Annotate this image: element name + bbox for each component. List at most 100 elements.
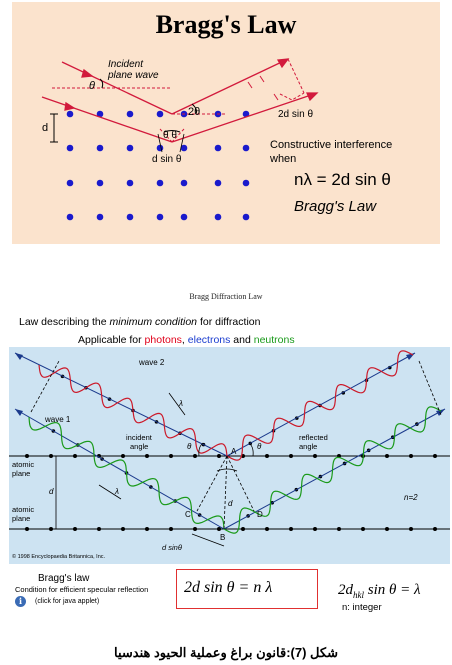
top-diagram-svg [41,58,319,221]
bottom-header: Bragg Diffraction Law [189,292,263,301]
bottom-diagram-svg [9,350,450,547]
lattice-dot [156,110,164,118]
lambda-label-upper: λ [179,399,183,408]
lattice-dot [96,213,104,221]
reflected-arrow-2 [306,92,319,102]
reflected-angle-label-1: reflected [299,433,328,442]
wave2-incoming [38,364,228,457]
dash-A-B [223,455,228,530]
neutrons-label: neutrons [253,334,295,346]
desc-em: minimum condition [109,316,198,328]
d-dimension [52,455,60,530]
incident-label-2: plane wave [108,70,159,81]
n-integer-label: n: integer [342,602,382,613]
formula-box [176,569,318,609]
incident-arrow-1 [81,68,94,78]
d-bracket [50,113,58,143]
java-applet-link[interactable]: (click for java applet) [35,598,100,605]
lattice-dot [214,144,222,152]
d-label-center: d [228,499,233,508]
atom-dot [73,527,77,531]
theta-theta-label: θ θ [163,130,177,141]
atom-dot [217,527,221,531]
atom-dot [145,454,149,458]
arrow-w2-in [15,353,23,360]
atom-dot [73,454,77,458]
theta-right-label: θ [257,442,262,451]
ray-arrows [15,353,445,416]
hkl-sub: hkl [353,590,364,600]
applicable-line: Applicable for photons, electrons and ne… [78,334,295,346]
incident-arrow-2 [64,101,76,111]
arrow-w1-out [436,409,445,416]
lattice-dot [180,179,188,187]
incident-label-1: Incident [108,59,144,70]
dash-A-D [226,455,255,512]
atom-dot [97,527,101,531]
lambda-label-lower: λ [115,487,119,496]
bragg-law-name: Bragg's Law [294,198,377,215]
point-A-label: A [231,447,237,456]
lattice-dot [242,179,250,187]
atomic-plane-2-label-a: atomic [12,505,35,514]
lattice-dot [242,144,250,152]
atom-dot [121,527,125,531]
lattice-dot [156,213,164,221]
atom-dot [49,527,53,531]
atom-dot [217,454,221,458]
theta-label: θ [89,80,95,92]
wave1-label: wave 1 [45,415,71,424]
dsin-pointers [157,133,185,153]
lattice-dot [180,213,188,221]
theta-left-label: θ [187,442,192,451]
ray-wave2-in [14,352,228,457]
theta-theta-arc [163,130,181,133]
n2-label: n=2 [404,493,418,502]
atom-dot [289,454,293,458]
atom-dot [241,527,245,531]
reflected-arrow-1 [276,58,290,69]
right-d-sin-theta-label: 2d sin θ [278,109,314,120]
desc-pre: Law describing the [19,316,110,328]
atom-dot [337,527,341,531]
lattice-dot [66,110,74,118]
lattice-dot [96,110,104,118]
arrow-w1-in [15,409,23,416]
lattice-dot [126,144,134,152]
wavefront-lines [30,360,442,530]
reflected-ray-2 [171,92,318,143]
figure-caption: شكل (7):قانون براغ وعملية الحيود هندسيا [114,645,338,660]
atom-dot [265,527,269,531]
two-theta-arc [191,103,197,115]
atom-dot [193,454,197,458]
applicable-pre: Applicable for [78,334,145,346]
lattice-dot [66,179,74,187]
d-sin-theta-bottom: d sinθ [162,543,182,552]
atom-dot [49,454,53,458]
dashed-wavefront [287,58,305,94]
lattice-dots [66,110,250,221]
incident-angle-label-1: incident [126,433,152,442]
info-icon[interactable]: i [15,596,26,607]
incident-ray-2 [41,96,173,143]
atom-dot [433,527,437,531]
incident-angle-label-2: angle [130,442,149,451]
reflected-ray-1 [171,58,289,115]
atom-dot [121,454,125,458]
atom-dot [385,454,389,458]
condition-label: Condition for efficient specular reflect… [15,585,149,594]
atom-dot [169,527,173,531]
atomic-plane-2-label-b: plane [12,514,31,523]
atom-dot [313,454,317,458]
wavefront-left [30,360,60,413]
lattice-dot [126,213,134,221]
law-description: Law describing the minimum condition for… [19,316,260,328]
theta-arc [99,78,104,89]
wave2-outgoing [226,350,414,461]
atom-dot [193,527,197,531]
ray-wave1-in [14,408,225,530]
top-diagram-panel: Bragg's Law [12,2,440,244]
atomic-plane-1-label-b: plane [12,469,31,478]
dashed-right [171,128,185,143]
lattice-dot [242,213,250,221]
